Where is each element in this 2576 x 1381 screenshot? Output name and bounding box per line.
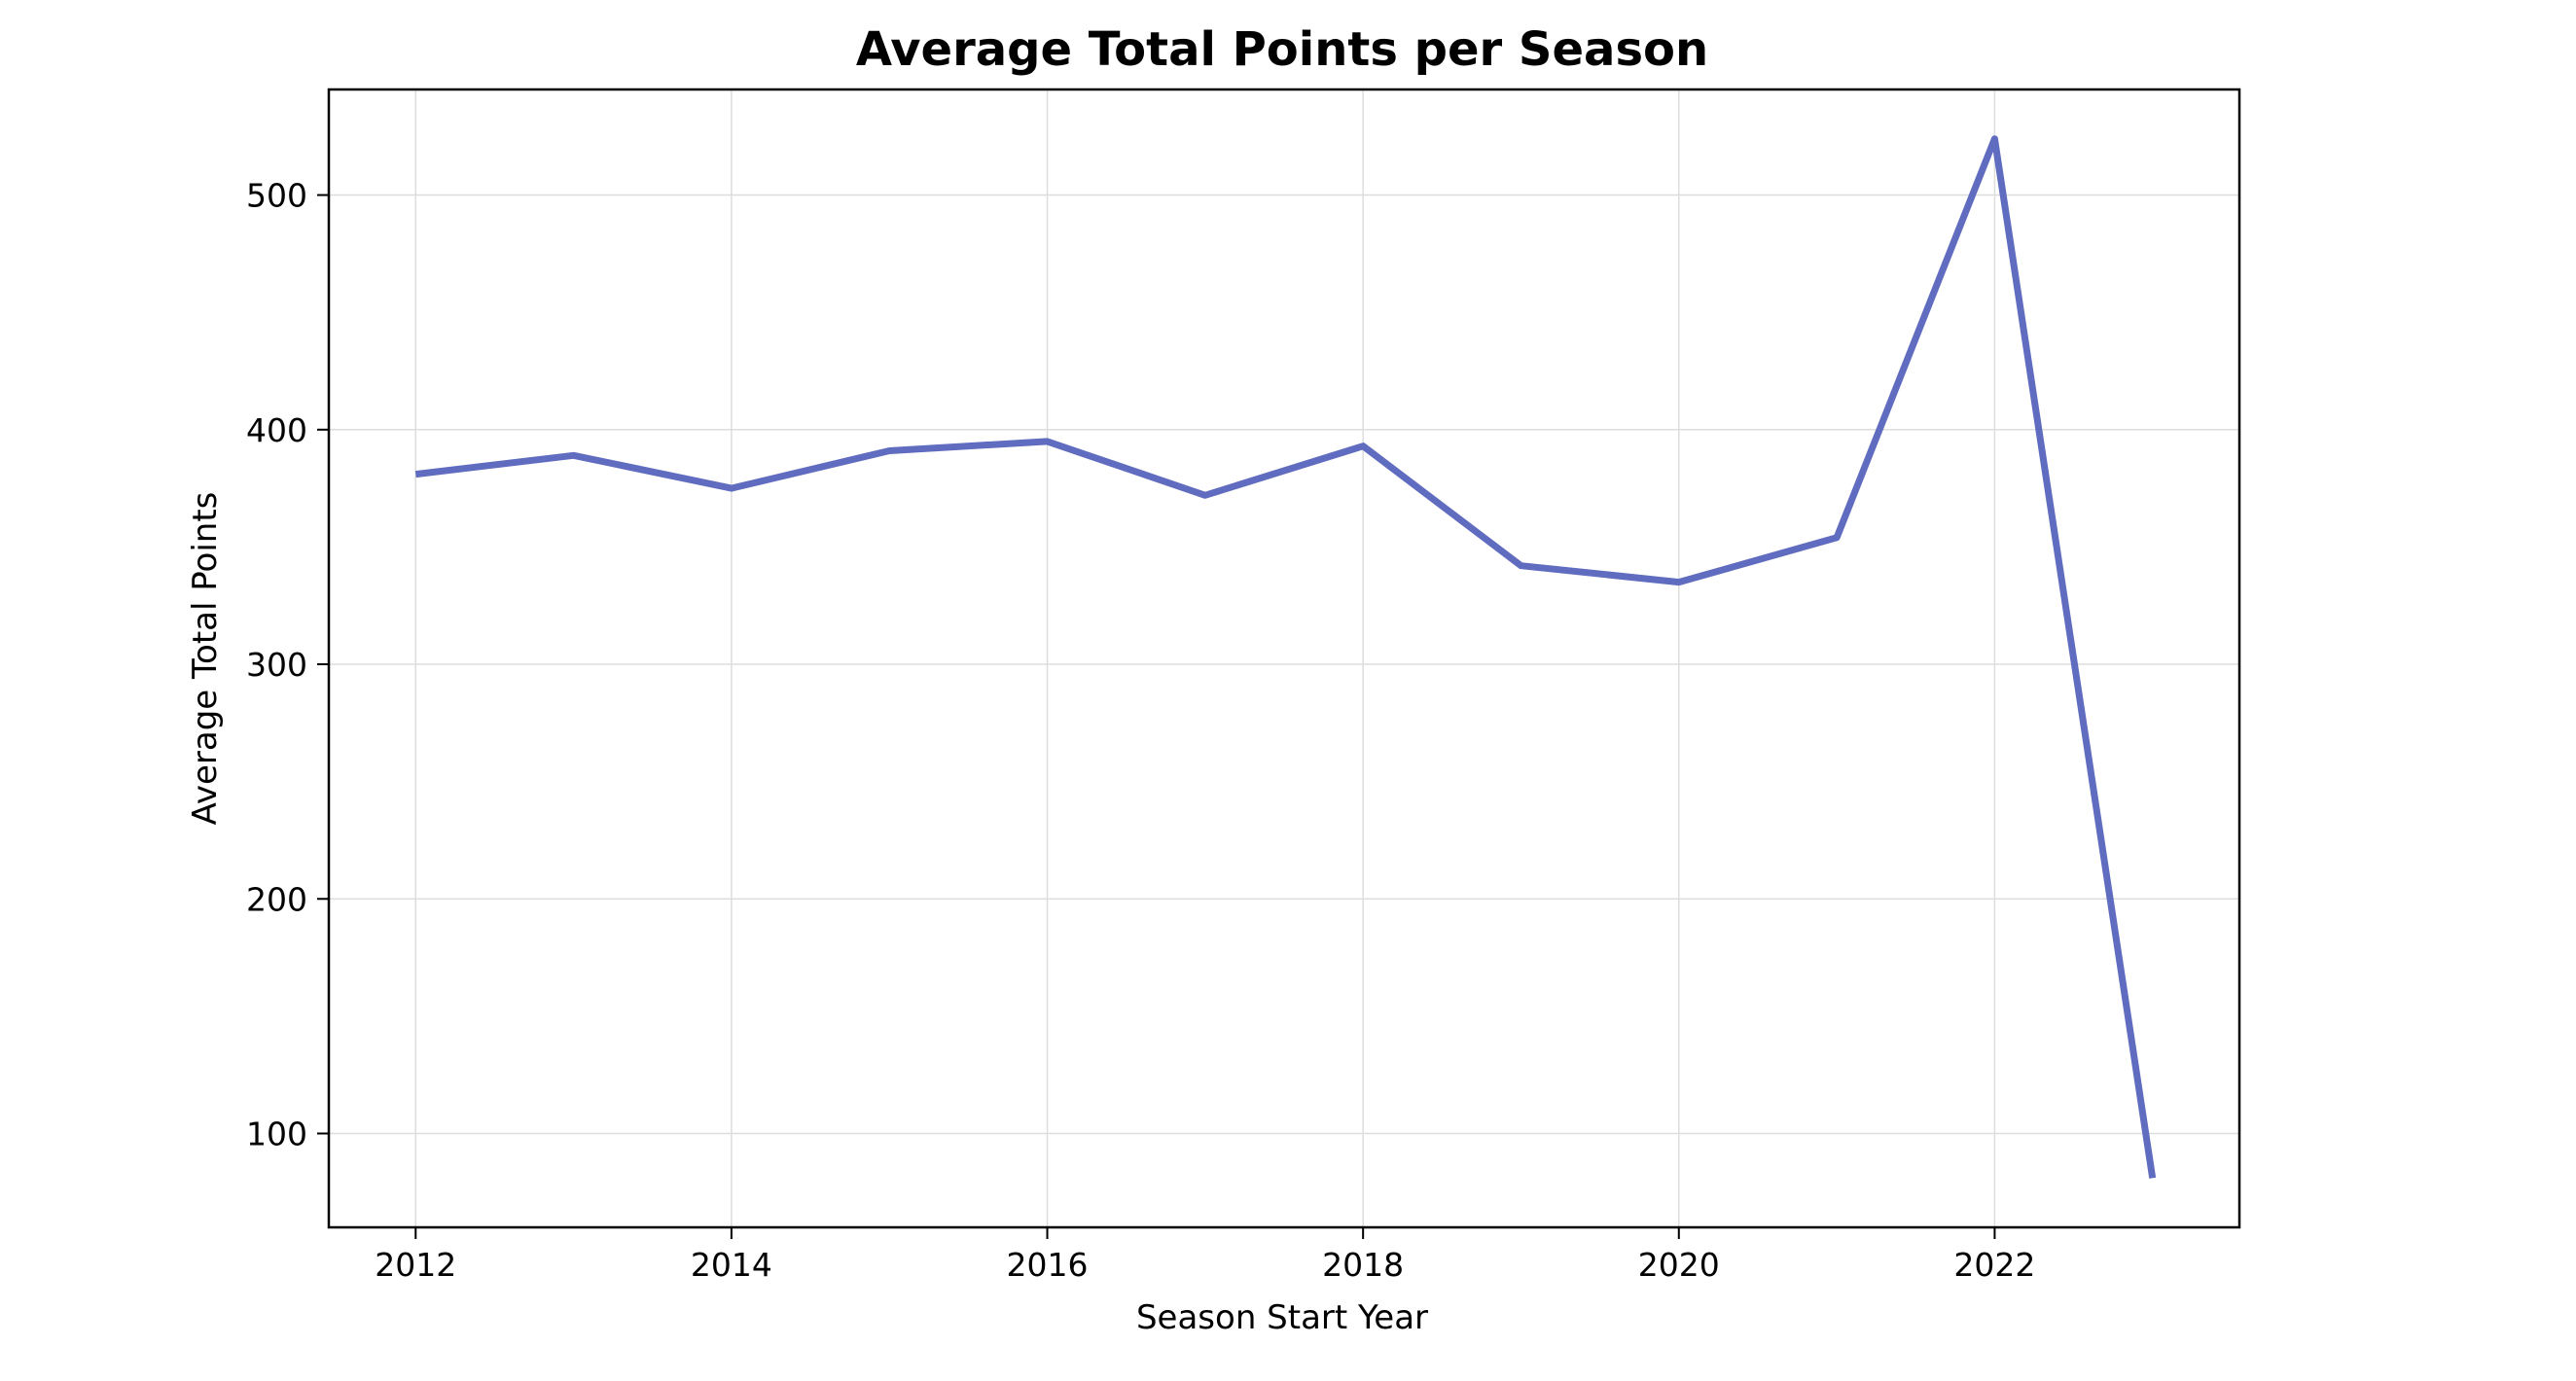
plot-frame — [327, 88, 2241, 1229]
x-axis-label: Season Start Year — [1136, 1298, 1428, 1337]
y-tick-label: 100 — [246, 1115, 307, 1153]
y-tick-label: 500 — [246, 177, 307, 215]
series-layer — [414, 135, 2157, 1179]
x-axis: 2012 2014 2016 2018 2020 2022 — [375, 1227, 2035, 1284]
x-tick-label: 2020 — [1638, 1246, 1720, 1284]
y-axis: 100 200 300 400 500 — [246, 177, 329, 1153]
x-tick-label: 2022 — [1953, 1246, 2035, 1284]
x-tick-label: 2012 — [375, 1246, 456, 1284]
x-tick-label: 2016 — [1007, 1246, 1089, 1284]
series-line — [414, 135, 2157, 1179]
grid-layer — [329, 89, 2239, 1227]
chart-title: Average Total Points per Season — [856, 22, 1708, 77]
x-tick-label: 2014 — [691, 1246, 772, 1284]
y-tick-label: 300 — [246, 646, 307, 684]
y-axis-label: Average Total Points — [186, 492, 225, 826]
y-tick-label: 200 — [246, 880, 307, 918]
y-tick-label: 400 — [246, 411, 307, 449]
x-tick-label: 2018 — [1322, 1246, 1404, 1284]
